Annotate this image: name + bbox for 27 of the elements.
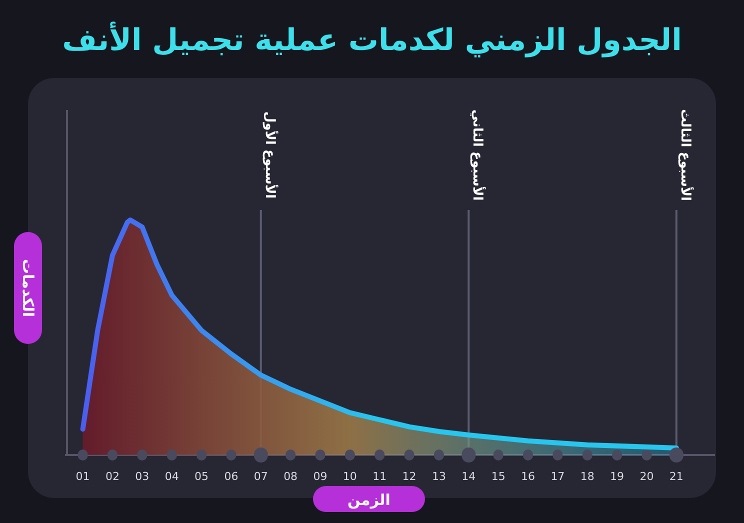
- x-tick-label: 16: [521, 470, 536, 483]
- x-tick-label: 19: [610, 470, 624, 483]
- x-tick-label: 05: [194, 470, 209, 483]
- x-tick-label: 12: [402, 470, 416, 483]
- x-tick-label: 10: [342, 470, 357, 483]
- x-tick-label: 09: [313, 470, 328, 483]
- x-tick-label: 02: [105, 470, 120, 483]
- x-tick-label: 17: [550, 470, 565, 483]
- x-tick-label: 11: [372, 470, 387, 483]
- ref-line-label: الأسبوع الأول: [262, 111, 279, 199]
- y-axis-title: الكدمات: [19, 258, 37, 318]
- x-tick-label: 20: [640, 470, 654, 483]
- ref-line-label: الأسبوع الثالث: [677, 109, 694, 201]
- x-tick-label: 14: [462, 470, 476, 483]
- x-tick-label: 18: [580, 470, 594, 483]
- x-tick-label: 03: [135, 470, 150, 483]
- x-tick-label: 15: [491, 470, 506, 483]
- x-tick-label: 07: [254, 470, 268, 483]
- x-tick-label: 08: [284, 470, 298, 483]
- x-tick-label: 21: [669, 470, 684, 483]
- x-tick-label: 01: [76, 470, 90, 483]
- chart-title: الجدول الزمني لكدمات عملية تجميل الأنف: [62, 21, 682, 58]
- ref-line-label: الأسبوع الثاني: [470, 109, 487, 201]
- x-tick-label: 04: [164, 470, 179, 483]
- x-tick-label: 06: [224, 470, 238, 483]
- x-axis-title: الزمن: [348, 491, 390, 509]
- x-tick-label: 13: [432, 470, 446, 483]
